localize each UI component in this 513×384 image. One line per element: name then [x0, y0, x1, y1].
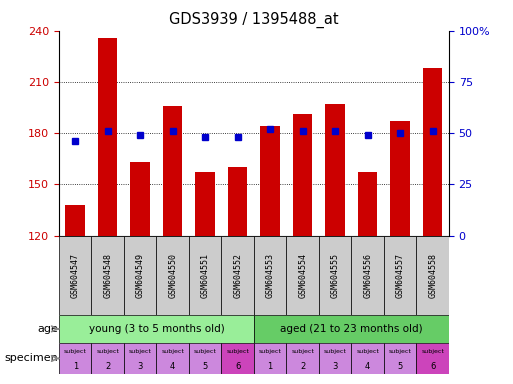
Bar	[124, 343, 156, 374]
Text: subject: subject	[356, 349, 379, 354]
Title: GDS3939 / 1395488_at: GDS3939 / 1395488_at	[169, 12, 339, 28]
Text: subject: subject	[96, 349, 119, 354]
Text: GSM604551: GSM604551	[201, 253, 210, 298]
Text: specimen: specimen	[5, 353, 58, 364]
Text: GSM604558: GSM604558	[428, 253, 437, 298]
Bar	[189, 235, 222, 315]
Text: GSM604550: GSM604550	[168, 253, 177, 298]
Bar	[261, 126, 280, 235]
Text: subject: subject	[389, 349, 411, 354]
Text: 3: 3	[332, 362, 338, 371]
Bar	[390, 121, 410, 235]
Text: 5: 5	[398, 362, 403, 371]
Text: subject: subject	[324, 349, 347, 354]
Bar	[222, 235, 254, 315]
Bar	[286, 343, 319, 374]
Text: GSM604554: GSM604554	[298, 253, 307, 298]
Bar	[91, 343, 124, 374]
Bar	[124, 235, 156, 315]
Bar	[351, 343, 384, 374]
Text: GSM604553: GSM604553	[266, 253, 274, 298]
Bar	[293, 114, 312, 235]
Text: subject: subject	[161, 349, 184, 354]
Text: 2: 2	[300, 362, 305, 371]
Bar	[228, 167, 247, 235]
Text: 5: 5	[203, 362, 208, 371]
Text: 3: 3	[137, 362, 143, 371]
Text: 6: 6	[235, 362, 241, 371]
Text: GSM604557: GSM604557	[396, 253, 405, 298]
Bar	[384, 343, 417, 374]
Text: 1: 1	[73, 362, 78, 371]
Text: aged (21 to 23 months old): aged (21 to 23 months old)	[280, 324, 423, 334]
Bar	[417, 343, 449, 374]
Bar	[254, 343, 286, 374]
Bar	[59, 343, 91, 374]
Bar	[417, 235, 449, 315]
Text: 6: 6	[430, 362, 436, 371]
Text: 4: 4	[365, 362, 370, 371]
Bar	[163, 106, 183, 235]
Text: GSM604552: GSM604552	[233, 253, 242, 298]
Bar	[254, 315, 449, 343]
Bar	[286, 235, 319, 315]
Text: young (3 to 5 months old): young (3 to 5 months old)	[89, 324, 224, 334]
Bar	[319, 343, 351, 374]
Bar	[91, 235, 124, 315]
Text: GSM604549: GSM604549	[136, 253, 145, 298]
Text: age: age	[37, 324, 58, 334]
Text: subject: subject	[194, 349, 216, 354]
Bar	[98, 38, 117, 235]
Bar	[195, 172, 215, 235]
Text: subject: subject	[421, 349, 444, 354]
Bar	[156, 235, 189, 315]
Text: subject: subject	[291, 349, 314, 354]
Text: GSM604547: GSM604547	[71, 253, 80, 298]
Text: GSM604555: GSM604555	[331, 253, 340, 298]
Text: 2: 2	[105, 362, 110, 371]
Bar	[351, 235, 384, 315]
Bar	[325, 104, 345, 235]
Text: subject: subject	[129, 349, 152, 354]
Text: subject: subject	[226, 349, 249, 354]
Bar	[254, 235, 286, 315]
Bar	[59, 235, 91, 315]
Bar	[222, 343, 254, 374]
Text: GSM604548: GSM604548	[103, 253, 112, 298]
Text: 1: 1	[268, 362, 273, 371]
Bar	[156, 343, 189, 374]
Bar	[66, 205, 85, 235]
Bar	[59, 315, 254, 343]
Bar	[423, 68, 442, 235]
Text: 4: 4	[170, 362, 175, 371]
Bar	[358, 172, 378, 235]
Text: GSM604556: GSM604556	[363, 253, 372, 298]
Text: subject: subject	[259, 349, 282, 354]
Bar	[189, 343, 222, 374]
Text: subject: subject	[64, 349, 87, 354]
Bar	[384, 235, 417, 315]
Bar	[130, 162, 150, 235]
Bar	[319, 235, 351, 315]
